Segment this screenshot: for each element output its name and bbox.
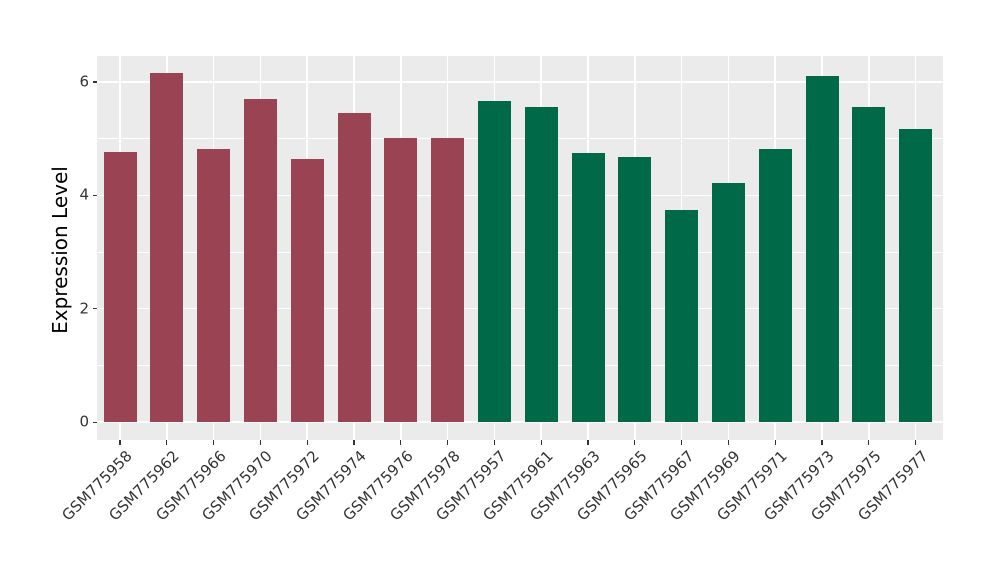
- gridline-major: [97, 81, 943, 83]
- gridline-major: [97, 307, 943, 310]
- x-tick: [353, 440, 355, 445]
- x-tick: [400, 440, 402, 445]
- bar-GSM775963: [571, 152, 605, 422]
- chart-panel: [97, 56, 943, 440]
- bar-GSM775962: [150, 73, 184, 422]
- y-tick: [92, 308, 97, 310]
- bar-GSM775961: [524, 107, 558, 422]
- bar-GSM775974: [337, 113, 371, 422]
- x-tick: [166, 440, 168, 445]
- x-tick: [868, 440, 870, 445]
- x-tick: [447, 440, 449, 445]
- y-tick: [92, 421, 97, 423]
- gridline-minor: [97, 251, 943, 253]
- bar-GSM775978: [431, 137, 465, 422]
- bar-GSM775965: [618, 156, 652, 422]
- x-tick: [493, 440, 495, 445]
- x-tick: [119, 440, 121, 445]
- x-tick: [587, 440, 589, 445]
- gridline-major: [97, 421, 943, 423]
- bar-GSM775975: [852, 106, 886, 422]
- x-tick: [213, 440, 215, 445]
- gridline-minor: [97, 364, 943, 366]
- y-tick: [92, 81, 97, 83]
- gridline-minor: [97, 138, 943, 140]
- bar-GSM775977: [899, 129, 933, 422]
- bar-GSM775966: [197, 148, 231, 422]
- bar-GSM775971: [758, 149, 792, 422]
- bar-GSM775967: [665, 210, 699, 422]
- x-tick: [681, 440, 683, 445]
- x-tick: [306, 440, 308, 445]
- x-tick: [634, 440, 636, 445]
- x-tick: [774, 440, 776, 445]
- x-tick: [915, 440, 917, 445]
- y-tick: [92, 194, 97, 196]
- x-tick: [821, 440, 823, 445]
- bar-GSM775976: [384, 138, 418, 422]
- y-tick-label: 2: [79, 299, 89, 318]
- gridline-major: [97, 194, 943, 197]
- bar-GSM775970: [243, 98, 277, 422]
- x-tick: [727, 440, 729, 445]
- bar-GSM775973: [805, 75, 839, 422]
- bar-GSM775969: [711, 182, 745, 422]
- bar-GSM775958: [103, 152, 137, 422]
- y-tick-label: 0: [79, 412, 89, 431]
- y-tick-label: 4: [79, 185, 89, 204]
- bar-GSM775957: [477, 100, 511, 422]
- x-tick: [259, 440, 261, 445]
- bar-GSM775972: [290, 158, 324, 422]
- x-tick: [540, 440, 542, 445]
- y-tick-label: 6: [79, 72, 89, 91]
